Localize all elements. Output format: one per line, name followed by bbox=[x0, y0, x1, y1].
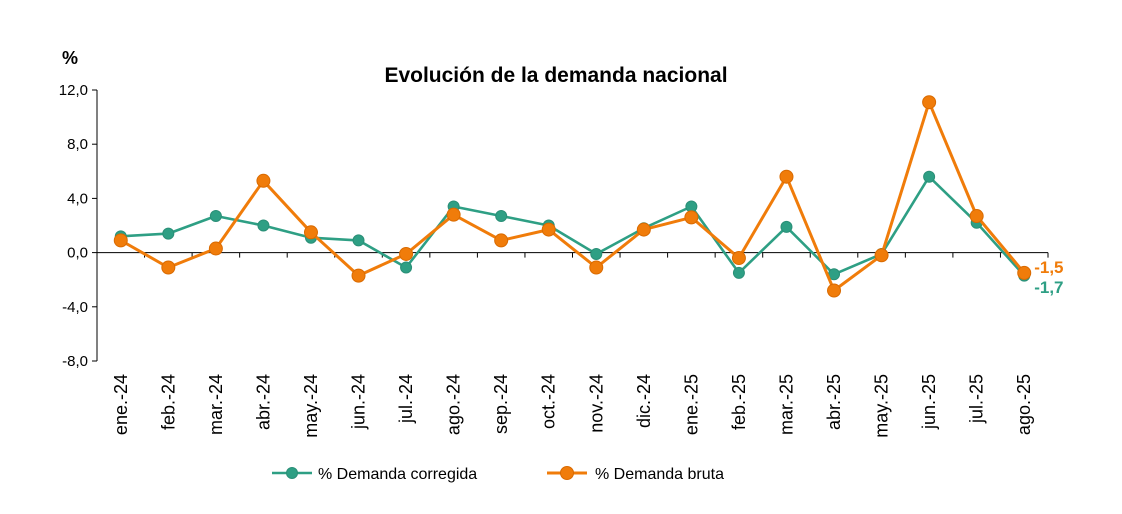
data-point bbox=[684, 210, 699, 225]
data-point bbox=[209, 210, 222, 223]
data-point bbox=[208, 241, 223, 256]
x-tick-label: may.-24 bbox=[301, 374, 321, 438]
x-tick-label: ago.-24 bbox=[444, 374, 464, 435]
x-tick-label: abr.-25 bbox=[824, 374, 844, 430]
y-tick-label: 12,0 bbox=[59, 82, 88, 99]
x-tick-label: mar.-24 bbox=[206, 374, 226, 435]
series-demanda-corregida bbox=[114, 170, 1031, 282]
x-tick-label: nov.-24 bbox=[586, 374, 606, 433]
data-point bbox=[161, 260, 176, 275]
data-point bbox=[590, 247, 603, 260]
data-point bbox=[636, 222, 651, 237]
y-tick-label: 0,0 bbox=[67, 245, 88, 262]
y-axis-unit-label: % bbox=[62, 48, 78, 68]
data-point bbox=[494, 233, 509, 248]
data-point bbox=[541, 222, 556, 237]
end-value-label: -1,5 bbox=[1034, 258, 1063, 277]
chart-title: Evolución de la demanda nacional bbox=[384, 64, 727, 87]
x-tick-label: ene.-25 bbox=[681, 374, 701, 435]
legend: % Demanda corregida % Demanda bruta bbox=[272, 466, 724, 483]
data-point bbox=[352, 234, 365, 247]
series-line bbox=[120, 100, 1026, 292]
y-tick-label: 8,0 bbox=[67, 136, 88, 153]
data-point bbox=[256, 173, 271, 188]
legend-item-demanda-corregida: % Demanda corregida bbox=[272, 466, 477, 483]
x-tick-label: jul.-25 bbox=[967, 374, 987, 424]
data-point bbox=[589, 260, 604, 275]
data-point bbox=[827, 283, 842, 298]
data-point bbox=[1017, 265, 1032, 280]
data-point bbox=[162, 227, 175, 240]
x-tick-label: jun.-25 bbox=[919, 374, 939, 430]
data-point bbox=[400, 261, 413, 274]
data-point bbox=[969, 209, 984, 224]
x-tick-label: feb.-25 bbox=[729, 374, 749, 430]
data-point bbox=[922, 95, 937, 110]
data-point bbox=[303, 225, 318, 240]
y-tick-label: -8,0 bbox=[62, 353, 88, 370]
x-tick-label: ene.-24 bbox=[111, 374, 131, 435]
x-tick-label: jul.-24 bbox=[396, 374, 416, 424]
x-tick-label: sep.-24 bbox=[491, 374, 511, 434]
data-point bbox=[113, 233, 128, 248]
x-tick-label: dic.-24 bbox=[634, 374, 654, 428]
series-line bbox=[120, 175, 1026, 277]
legend-label: % Demanda corregida bbox=[318, 466, 477, 483]
legend-marker bbox=[286, 467, 298, 479]
x-tick-label: abr.-24 bbox=[253, 374, 273, 430]
series-demanda-bruta bbox=[113, 95, 1032, 298]
x-tick-label: ago.-25 bbox=[1014, 374, 1034, 435]
x-tick-label: mar.-25 bbox=[776, 374, 796, 435]
data-point bbox=[732, 266, 745, 279]
data-point bbox=[779, 169, 794, 184]
end-labels: -1,7-1,5 bbox=[1034, 258, 1063, 297]
data-point bbox=[446, 207, 461, 222]
legend-item-demanda-bruta: % Demanda bruta bbox=[547, 466, 724, 483]
data-point bbox=[731, 251, 746, 266]
legend-marker bbox=[560, 466, 574, 480]
x-tick-label: feb.-24 bbox=[158, 374, 178, 430]
x-tick-label: jun.-24 bbox=[349, 374, 369, 430]
y-tick-label: 4,0 bbox=[67, 190, 88, 207]
data-point bbox=[257, 219, 270, 232]
end-value-label: -1,7 bbox=[1034, 278, 1063, 297]
data-point bbox=[874, 248, 889, 263]
data-point bbox=[495, 210, 508, 223]
series-layer bbox=[113, 95, 1032, 298]
y-tick-label: -4,0 bbox=[62, 299, 88, 316]
axes: 12,0 8,0 4,0 0,0 -4,0 -8,0 ene.-24 feb.-24 mar.-… bbox=[59, 82, 1049, 438]
data-point bbox=[923, 170, 936, 183]
x-tick-label: oct.-24 bbox=[539, 374, 559, 429]
data-point bbox=[780, 220, 793, 233]
data-point bbox=[399, 246, 414, 261]
data-point bbox=[351, 268, 366, 283]
x-tick-label: may.-25 bbox=[872, 374, 892, 438]
legend-label: % Demanda bruta bbox=[595, 466, 724, 483]
